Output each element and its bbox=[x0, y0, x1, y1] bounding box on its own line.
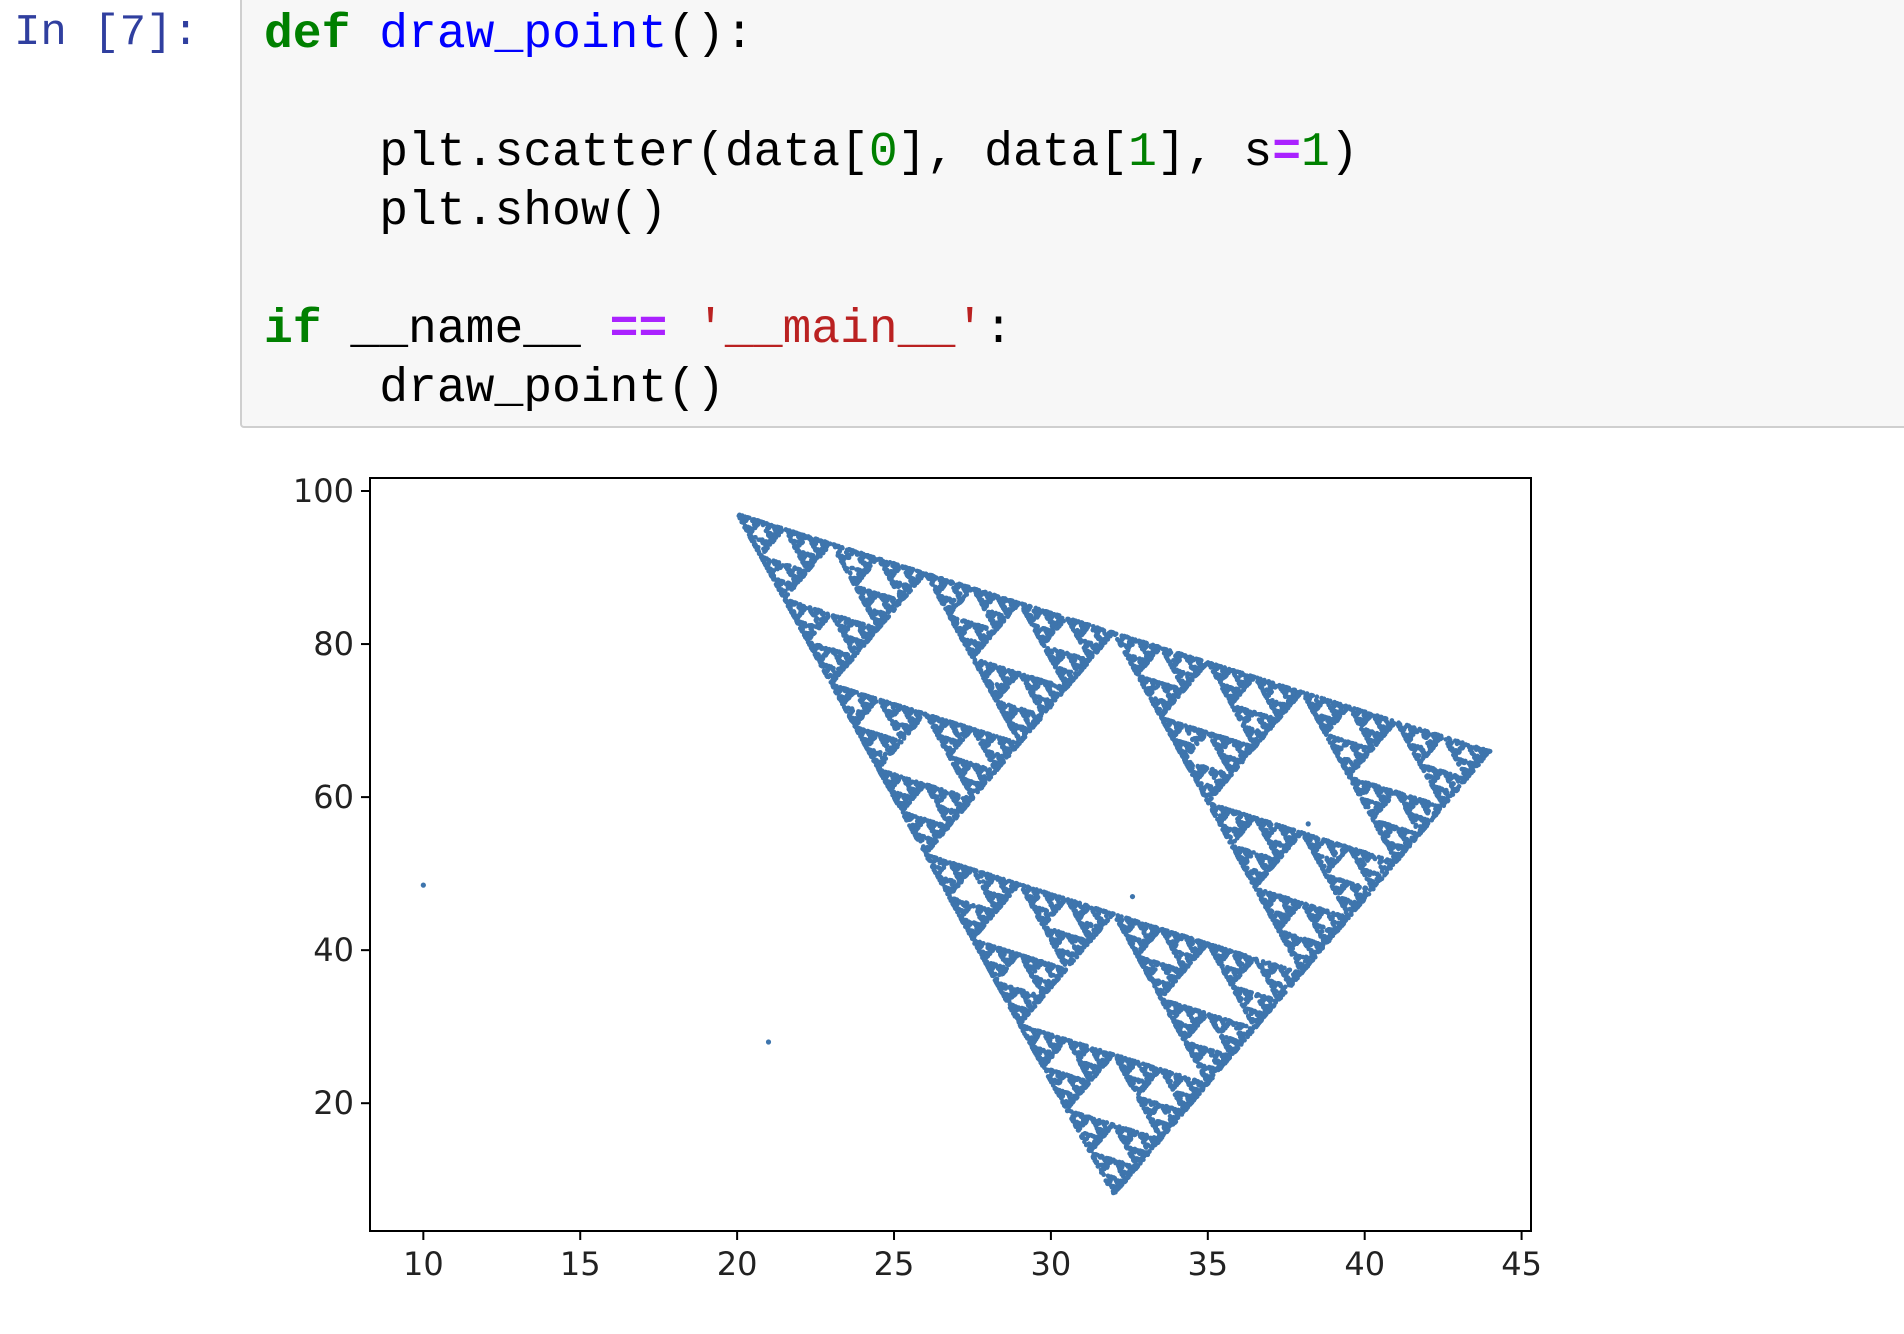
scatter-plot: 10 15 20 25 30 35 40 45 20 40 60 80 100 bbox=[293, 472, 1542, 1283]
x-tick-label: 40 bbox=[1344, 1245, 1385, 1283]
y-tick-label: 80 bbox=[313, 625, 354, 663]
code-fragment: (): bbox=[667, 8, 753, 62]
y-tick-label: 20 bbox=[313, 1084, 354, 1122]
x-tick-label: 30 bbox=[1031, 1245, 1072, 1283]
code-fragment: ) bbox=[1330, 126, 1359, 180]
code-line: plt.show() bbox=[264, 185, 667, 239]
x-tick-label: 20 bbox=[717, 1245, 758, 1283]
keyword-def: def bbox=[264, 8, 350, 62]
keyword-if: if bbox=[264, 303, 322, 357]
code-fragment: ], s bbox=[1157, 126, 1272, 180]
code-fragment: plt.scatter(data[ bbox=[264, 126, 869, 180]
code-line: draw_point() bbox=[264, 362, 725, 416]
number-literal: 1 bbox=[1301, 126, 1330, 180]
y-tick-label: 100 bbox=[293, 472, 354, 510]
y-tick-label: 40 bbox=[313, 931, 354, 969]
x-tick-label: 10 bbox=[403, 1245, 444, 1283]
scatter-points bbox=[420, 512, 1493, 1196]
x-tick-label: 15 bbox=[560, 1245, 601, 1283]
x-tick-label: 45 bbox=[1501, 1245, 1542, 1283]
y-tick-label: 60 bbox=[313, 778, 354, 816]
code-fragment: __name__ bbox=[322, 303, 610, 357]
code-cell-editor[interactable]: def draw_point(): plt.scatter(data[0], d… bbox=[240, 0, 1904, 428]
code-fragment: : bbox=[984, 303, 1013, 357]
x-tick-label: 35 bbox=[1187, 1245, 1228, 1283]
code-fragment bbox=[667, 303, 696, 357]
x-tick-label: 25 bbox=[874, 1245, 915, 1283]
operator: = bbox=[1272, 126, 1301, 180]
cell-prompt: In [7]: bbox=[14, 4, 199, 62]
number-literal: 1 bbox=[1128, 126, 1157, 180]
cell-output: 10 15 20 25 30 35 40 45 20 40 60 80 100 bbox=[240, 460, 1630, 1320]
code-text: def draw_point(): plt.scatter(data[0], d… bbox=[264, 6, 1359, 419]
number-literal: 0 bbox=[869, 126, 898, 180]
operator: == bbox=[610, 303, 668, 357]
string-literal: '__main__' bbox=[696, 303, 984, 357]
code-fragment: ], data[ bbox=[898, 126, 1128, 180]
function-name: draw_point bbox=[379, 8, 667, 62]
